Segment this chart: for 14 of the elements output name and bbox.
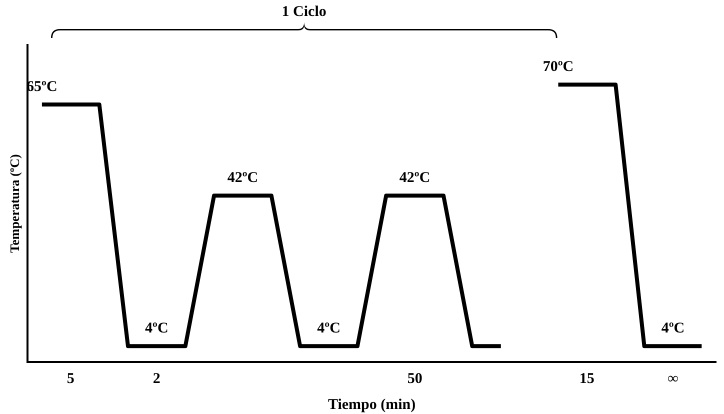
data-label: 4ºC (661, 320, 685, 337)
x-tick-label: ∞ (668, 370, 679, 387)
x-tick-label: 50 (407, 370, 422, 387)
y-axis-title: Temperatura (ºC) (7, 154, 22, 253)
x-tick-label: 2 (152, 370, 160, 387)
x-tick-label: 5 (66, 370, 74, 387)
x-tick-label: 15 (579, 370, 594, 387)
data-label: 4ºC (145, 320, 168, 337)
data-label: 70ºC (542, 59, 574, 75)
data-label: 42ºC (399, 170, 430, 186)
x-axis-title: Tiempo (min) (328, 396, 416, 413)
data-label: 42ºC (227, 170, 258, 186)
data-label: 4ºC (317, 320, 340, 337)
text: 1 Ciclo (282, 4, 326, 21)
